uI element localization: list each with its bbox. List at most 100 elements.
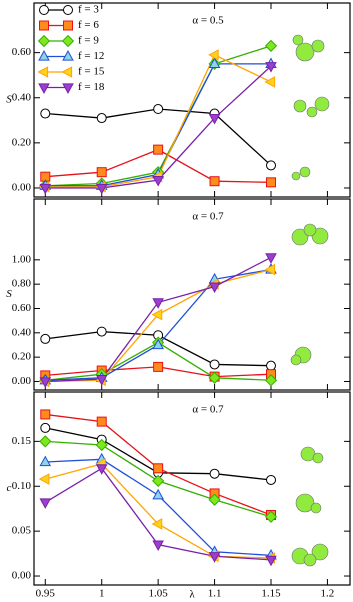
marker [152, 540, 164, 552]
marker [96, 416, 107, 427]
marker [264, 263, 276, 276]
y-tick-label: 0.20 [12, 351, 32, 363]
snapshots [290, 34, 330, 567]
marker [208, 113, 221, 125]
marker [266, 474, 276, 485]
x-axis-label: λ [189, 589, 195, 601]
marker [266, 177, 276, 188]
marker [264, 39, 278, 52]
marker [152, 474, 165, 487]
marker [63, 20, 73, 31]
y-tick-label: 1.00 [12, 253, 32, 265]
x-tick-label: 1.15 [261, 588, 281, 600]
y-tick-label: 0.40 [12, 326, 32, 338]
marker [96, 113, 107, 124]
marker [265, 62, 277, 73]
y-tick-label: 0.05 [12, 525, 32, 537]
marker [153, 361, 164, 372]
legend-label: f = 12 [78, 50, 104, 62]
marker [95, 183, 108, 195]
marker [38, 83, 50, 94]
marker [39, 183, 52, 195]
marker [39, 498, 52, 509]
marker [153, 104, 164, 115]
marker [264, 374, 278, 387]
marker [209, 359, 220, 370]
marker [208, 552, 221, 563]
marker [208, 49, 219, 61]
y-tick-label: 0.00 [12, 570, 32, 582]
marker [152, 488, 164, 500]
marker [96, 167, 107, 178]
marker [151, 518, 163, 530]
marker [38, 473, 50, 485]
marker [265, 555, 277, 567]
marker [38, 50, 50, 61]
marker [39, 455, 52, 467]
x-tick-label: 1 [99, 588, 105, 600]
annotation: α = 0.7 [192, 404, 224, 416]
y-tick-label: 0.00 [12, 375, 32, 387]
marker [208, 57, 221, 69]
marker [153, 463, 164, 474]
legend-label: f = 9 [78, 35, 99, 47]
marker [208, 282, 221, 294]
marker [40, 422, 51, 433]
marker [37, 34, 51, 48]
y-tick-label: 0.15 [12, 435, 32, 447]
x-tick-label: 1.1 [208, 588, 222, 600]
marker [266, 160, 276, 171]
legend-label: f = 18 [78, 81, 105, 93]
y-tick-label: 0.20 [12, 136, 32, 148]
annotation: α = 0.5 [192, 15, 224, 27]
marker [152, 298, 164, 309]
annotation: α = 0.7 [192, 211, 224, 223]
marker [63, 5, 73, 15]
marker [39, 435, 52, 448]
y-axis-label: c [7, 482, 12, 494]
y-tick-label: 0.60 [12, 302, 32, 314]
marker [266, 360, 276, 371]
x-tick-label: 1.05 [149, 588, 169, 600]
y-axis-label: S [6, 288, 12, 300]
marker [264, 76, 276, 88]
marker [152, 175, 164, 187]
series-line [45, 108, 272, 166]
marker [153, 144, 164, 155]
marker [61, 34, 75, 48]
plot-frame [33, 2, 351, 198]
x-tick-label: 0.95 [36, 588, 56, 600]
legend-label: f = 15 [78, 66, 105, 78]
plot-frame [33, 198, 351, 391]
marker [208, 493, 221, 506]
x-tick-label: 1.2 [321, 588, 335, 600]
y-tick-label: 0.60 [12, 46, 32, 58]
marker [39, 377, 52, 388]
marker [95, 464, 108, 475]
marker [62, 83, 74, 94]
marker [209, 468, 220, 479]
marker [151, 308, 163, 321]
legend-label: f = 6 [78, 19, 99, 31]
marker [96, 326, 107, 337]
marker [61, 66, 73, 78]
marker [39, 20, 49, 31]
legend-label: f = 3 [78, 4, 99, 16]
y-tick-label: 0.00 [12, 182, 32, 194]
marker [209, 176, 220, 187]
y-tick-label: 0.40 [12, 91, 32, 103]
marker [40, 333, 51, 344]
marker [264, 510, 278, 523]
marker [95, 438, 108, 452]
marker [40, 108, 51, 119]
marker [152, 338, 164, 350]
y-axis-label: S [6, 94, 12, 106]
marker [62, 50, 74, 61]
y-tick-label: 0.10 [12, 480, 32, 492]
plot-frame [33, 391, 351, 586]
marker [39, 5, 49, 15]
marker [95, 374, 108, 386]
marker [40, 409, 51, 420]
marker [37, 66, 49, 78]
